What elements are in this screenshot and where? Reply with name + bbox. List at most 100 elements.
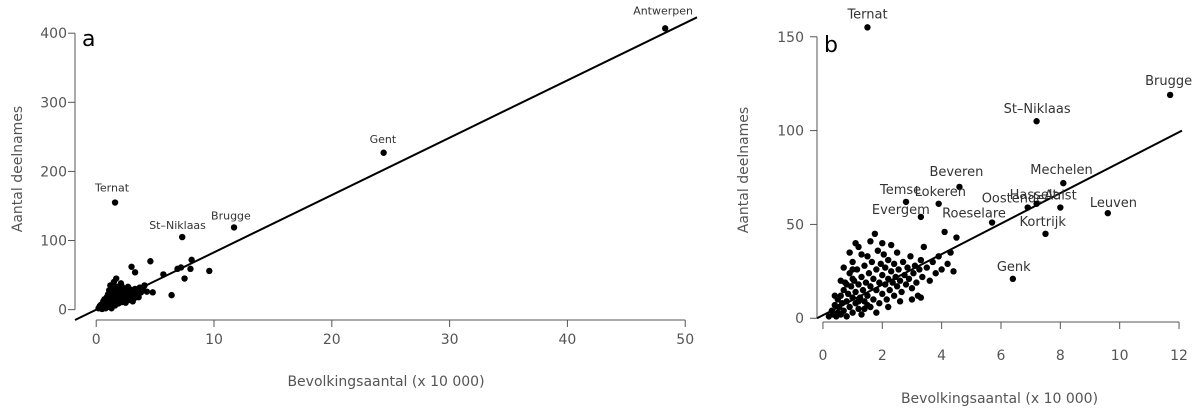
panel-b-data-point [864, 301, 871, 309]
panel-b-y-tick-label: 100 [777, 124, 804, 140]
scatter-panel-a: 0 10 20 30 40 50 0 100 200 300 400 Bevolkingsaantal… [10, 4, 698, 390]
panel-b-data-point [935, 253, 942, 260]
panel-a-data-point [128, 263, 135, 270]
panel-a-y-tick-label: 400 [40, 26, 67, 42]
panel-a-x-axis-title: Bevolkingsaantal (x 10 000) [287, 374, 484, 390]
panel-a-data-point [113, 275, 120, 282]
panel-b-data-point [902, 281, 910, 288]
panel-b-data-point [877, 260, 885, 268]
panel-b-point-label: Genk [997, 260, 1031, 275]
panel-a-data-point [380, 149, 387, 156]
panel-a-point-label: Antwerpen [633, 4, 693, 17]
panel-b-data-point [885, 275, 892, 283]
panel-a-point-label: Gent [370, 133, 397, 146]
panel-b-y-tick-label: 50 [786, 217, 804, 233]
panel-b-data-point [855, 305, 862, 313]
panel-b-data-point [858, 251, 865, 258]
panel-b-data-point [908, 296, 916, 303]
panel-b-point-label: Brugge [1145, 74, 1192, 89]
panel-b-point-label: Oostende [982, 192, 1045, 207]
panel-a-data-point [187, 265, 194, 273]
panel-b-data-point [849, 266, 856, 273]
panel-b-point-label: Leuven [1090, 196, 1137, 211]
panel-b-data-point [917, 213, 925, 221]
panel-b-data-point [837, 277, 844, 284]
panel-a-y-tick-label: 300 [40, 95, 67, 111]
panel-b-y-axis-title: Aantal deelnames [736, 107, 752, 233]
panel-b-data-point [901, 271, 908, 279]
panel-b-data-point [1009, 275, 1017, 283]
panel-b-data-point [919, 273, 926, 281]
panel-a-letter: a [82, 27, 95, 52]
panel-b-x-tick-label: 4 [937, 348, 946, 364]
panel-b-data-point [879, 271, 886, 279]
panel-b-letter: b [824, 33, 838, 58]
panel-b-data-point [1033, 200, 1040, 207]
panel-a-point-label: St–Niklaas [149, 219, 206, 232]
panel-b-data-point [932, 270, 939, 277]
panel-b-point-label: Temse [879, 183, 921, 198]
panel-b-data-point [843, 281, 850, 288]
panel-b-data-point [885, 303, 892, 311]
panel-b-data-point [852, 288, 859, 296]
panel-b-point-label: St–Niklaas [1004, 102, 1071, 117]
panel-b-point-label: Mechelen [1030, 163, 1092, 178]
panel-b-data-point [862, 279, 870, 286]
panel-b-data-point [874, 247, 882, 254]
panel-a-data-point [149, 289, 156, 296]
panel-b-data-point [852, 239, 859, 247]
panel-b-data-point [879, 290, 886, 298]
panel-a-data-point [177, 264, 185, 271]
panel-b-data-point [1057, 204, 1064, 211]
panel-a-data-point [141, 282, 148, 289]
panel-b-data-point [855, 281, 862, 288]
panel-b-data-point [917, 256, 925, 264]
panel-b-data-point [988, 219, 996, 226]
panel-b-data-point [879, 239, 886, 247]
panel-b-data-point [870, 275, 877, 283]
panel-b-data-point [873, 286, 880, 294]
panel-b-data-point [849, 275, 856, 283]
panel-a-data-point [230, 224, 238, 231]
panel-b-data-point [831, 292, 839, 299]
panel-a-x-tick-label: 0 [92, 332, 101, 348]
panel-a-data-point [129, 298, 136, 305]
panel-b-data-point [902, 198, 910, 206]
panel-b-data-point [938, 266, 945, 273]
panel-a-data-point [147, 258, 154, 265]
panel-b-data-point [870, 296, 877, 303]
panel-a-regression-line [74, 16, 698, 321]
panel-b-data-point [908, 285, 916, 292]
panel-b-data-point [944, 260, 951, 268]
panel-b-data-point [864, 253, 871, 260]
panel-b-data-point [840, 264, 847, 271]
panel-a-data-point [143, 288, 151, 295]
panel-b-data-point [882, 281, 889, 288]
panel-b-data-point [904, 264, 911, 271]
panel-b-point-label: Lokeren [915, 185, 966, 200]
panel-b-data-point [858, 273, 865, 281]
panel-b-data-point [890, 260, 898, 268]
panel-b-data-point [840, 307, 847, 314]
panel-b-data-point [898, 288, 905, 296]
panel-b-x-tick-label: 8 [1056, 348, 1065, 364]
panel-b-data-point [896, 277, 904, 284]
panel-b-data-point [849, 294, 856, 301]
panel-b-data-point [913, 279, 920, 286]
panel-b-data-point [947, 249, 954, 256]
panel-b-y-tick-label: 0 [795, 311, 804, 327]
panel-b-data-point [876, 300, 883, 307]
panel-b-data-point [1042, 230, 1049, 238]
panel-b-data-point [876, 279, 883, 286]
panel-b-x-tick-label: 2 [878, 348, 887, 364]
panel-b-data-point [905, 275, 913, 283]
panel-b-data-point [887, 241, 895, 249]
panel-b-data-point [855, 298, 862, 305]
panel-b-y-tick-label: 150 [777, 30, 804, 46]
panel-b-data-point [873, 309, 880, 316]
panel-b-data-point [917, 294, 925, 301]
panel-b-data-point [941, 228, 948, 236]
panel-b-point-label: Hasselt [1010, 188, 1058, 203]
panel-b-data-point [916, 266, 923, 273]
panel-b-data-point [953, 234, 960, 241]
